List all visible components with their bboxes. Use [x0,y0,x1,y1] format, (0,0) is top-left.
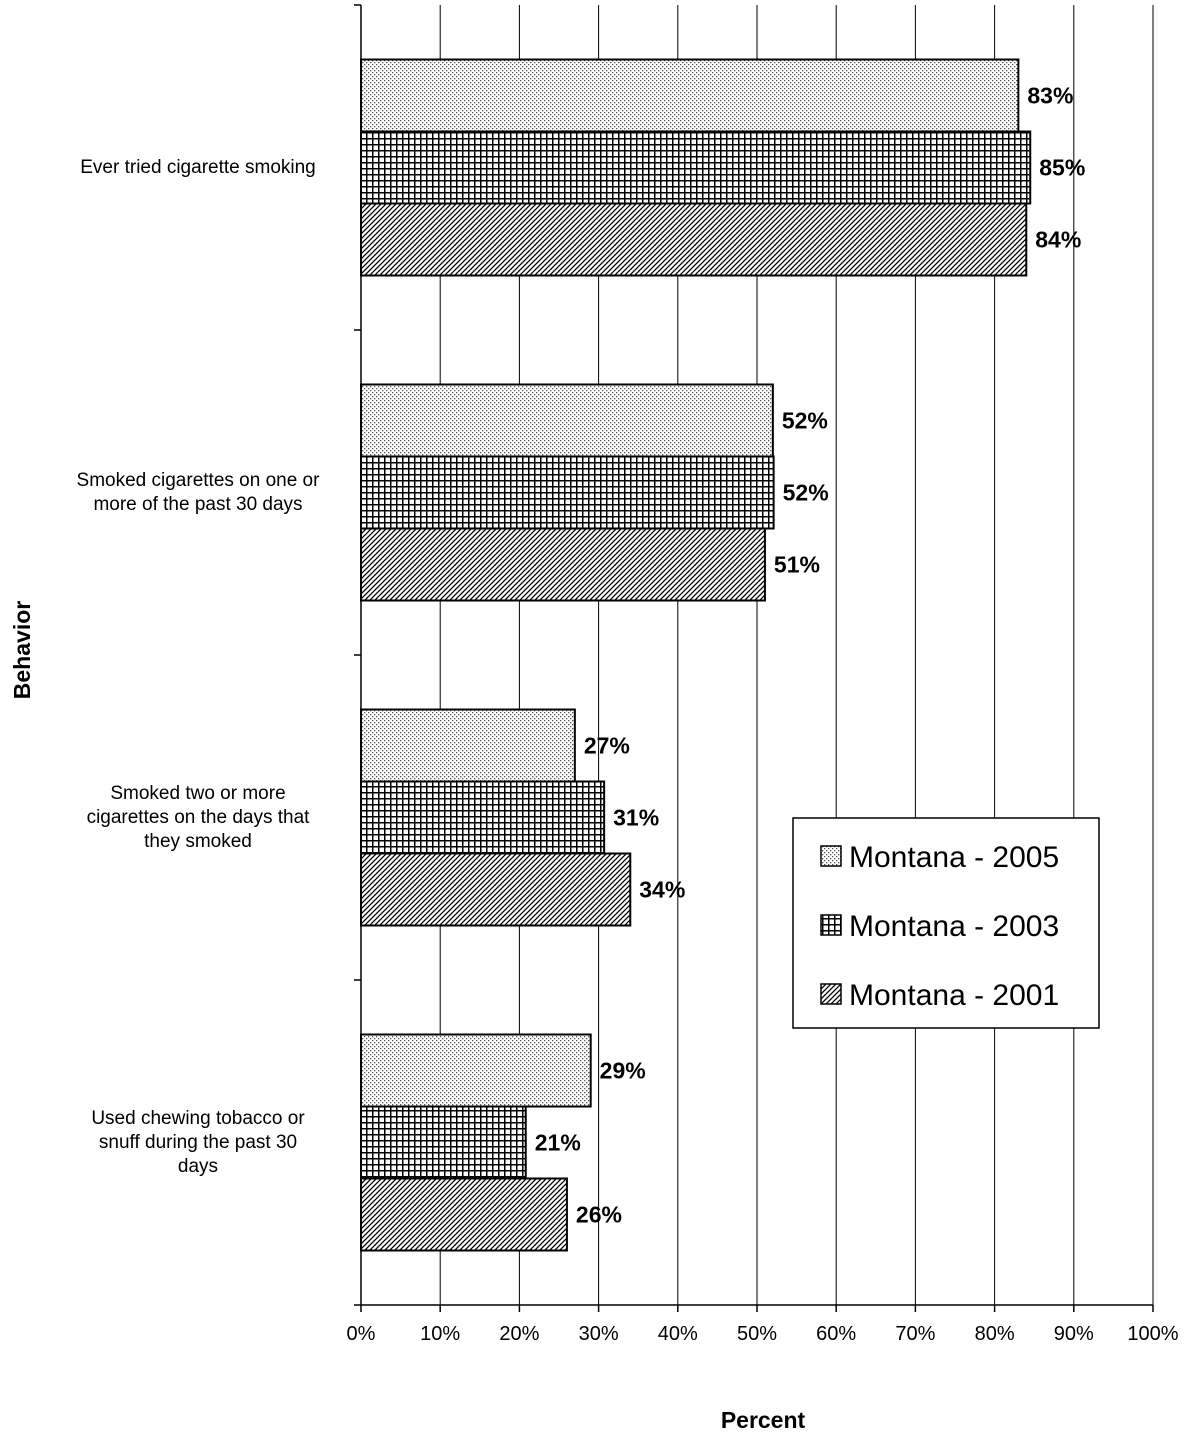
x-tick-label: 10% [420,1323,460,1345]
bar [360,527,766,602]
bar [360,130,1032,205]
data-label: 83% [1027,83,1073,109]
legend-box [792,817,1100,1029]
bar [360,383,774,458]
category-label: Smoked cigarettes on one or more of the p… [48,469,348,517]
category-label: Used chewing tobacco or snuff during the … [48,1107,348,1179]
category-label-line: Smoked cigarettes on one or [76,469,320,491]
bar [360,1033,592,1108]
category-label-line: Used chewing tobacco or [91,1107,305,1129]
category-label-line: more of the past 30 days [93,493,303,515]
data-label: 26% [576,1202,622,1228]
data-label: 29% [600,1058,646,1084]
axes [354,4,1154,1312]
data-label: 34% [639,877,685,903]
bar [360,780,606,855]
category-label-line: Smoked two or more [110,782,286,804]
x-tick-label: 90% [1054,1323,1094,1345]
y-axis-title: Behavior [9,601,35,699]
data-label: 85% [1039,155,1085,181]
category-label-line: days [177,1155,219,1177]
x-tick-label: 100% [1127,1323,1178,1345]
x-tick-label: 20% [499,1323,539,1345]
data-label: 52% [782,408,828,434]
bar [360,1177,568,1252]
x-axis-title: Percent [721,1407,806,1433]
x-tick-label: 80% [975,1323,1015,1345]
x-tick-label: 0% [347,1323,376,1345]
bar [360,852,632,927]
data-label: 31% [613,805,659,831]
data-label: 27% [584,733,630,759]
legend-label: Montana - 2005 [849,841,1059,874]
x-tick-labels: 0% 10% 20% 30% 40% 50% 60% 70% 80% 90% 100% [347,1323,1179,1345]
bar [360,708,576,783]
x-tick-label: 30% [579,1323,619,1345]
data-label: 84% [1035,227,1081,253]
category-label: Smoked two or more cigarettes on the days… [48,782,348,854]
data-label: 21% [535,1130,581,1156]
legend: Montana - 2005 Montana - 2003 Montana - 20… [792,817,1100,1029]
data-labels: 83% 85% 84% 52% 52% 51% 27% 31% 34% 29% 21% 26% [535,83,1086,1228]
bars [360,58,1032,1252]
category-label-line: they smoked [144,830,252,852]
legend-label: Montana - 2001 [849,979,1059,1012]
data-label: 51% [774,552,820,578]
category-label-line: cigarettes on the days that [86,806,310,828]
x-tick-label: 40% [658,1323,698,1345]
legend-swatch [820,845,842,867]
legend-label: Montana - 2003 [849,910,1059,943]
legend-swatch [820,983,842,1005]
category-label-line: Ever tried cigarette smoking [80,156,316,178]
x-tick-label: 60% [816,1323,856,1345]
data-label: 52% [783,480,829,506]
x-tick-label: 50% [737,1323,777,1345]
x-tick-label: 70% [895,1323,935,1345]
category-label-line: snuff during the past 30 [98,1131,298,1153]
bar [360,58,1020,133]
legend-swatch [820,914,842,936]
bar [360,202,1028,277]
bar [360,1105,527,1180]
category-label: Ever tried cigarette smoking [48,156,348,180]
bar [360,455,775,530]
